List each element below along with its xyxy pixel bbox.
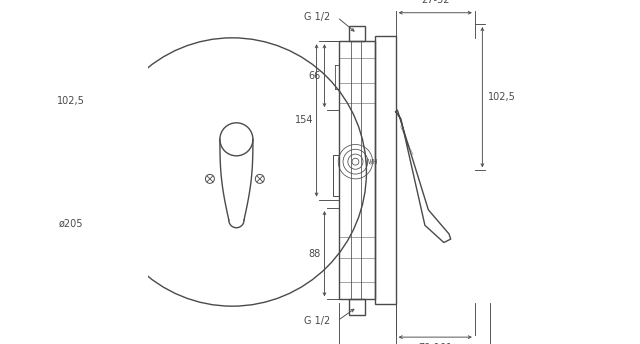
Text: 27-52: 27-52 [421,0,449,5]
Text: 102,5: 102,5 [57,96,84,107]
Bar [349,299,365,315]
Text: W/H: W/H [365,159,379,165]
Text: 66: 66 [308,71,321,81]
Bar [339,41,375,299]
Text: 102,5: 102,5 [488,92,515,102]
Bar [349,26,365,41]
Text: G 1/2: G 1/2 [304,316,330,326]
Text: ø205: ø205 [58,218,83,229]
Text: 88: 88 [308,249,321,259]
Bar [375,36,396,304]
Text: 79-101: 79-101 [418,343,452,344]
Text: G 1/2: G 1/2 [304,12,330,22]
Text: 154: 154 [294,115,313,126]
